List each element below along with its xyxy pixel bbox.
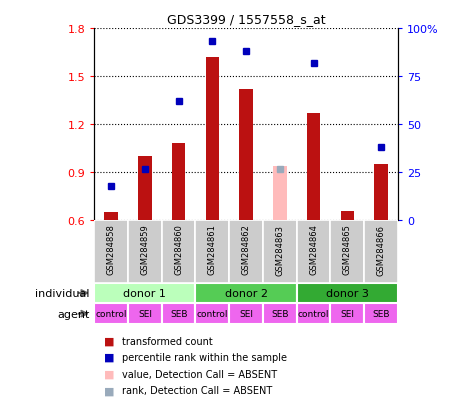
- Text: SEB: SEB: [270, 309, 288, 318]
- Bar: [195, 283, 296, 304]
- Text: ■: ■: [103, 336, 114, 346]
- Bar: [94, 221, 128, 283]
- Bar: [128, 221, 162, 283]
- Text: SEB: SEB: [169, 309, 187, 318]
- Text: GSM284866: GSM284866: [376, 224, 385, 275]
- Bar: [306, 114, 319, 221]
- Bar: [330, 304, 364, 324]
- Bar: [138, 157, 151, 221]
- Bar: [296, 221, 330, 283]
- Bar: [94, 304, 128, 324]
- Text: donor 2: donor 2: [224, 288, 267, 298]
- Bar: [340, 211, 353, 221]
- Bar: [162, 304, 195, 324]
- Text: control: control: [95, 309, 127, 318]
- Bar: [172, 144, 185, 221]
- Text: rank, Detection Call = ABSENT: rank, Detection Call = ABSENT: [122, 385, 272, 395]
- Bar: [128, 304, 162, 324]
- Bar: [195, 221, 229, 283]
- Title: GDS3399 / 1557558_s_at: GDS3399 / 1557558_s_at: [167, 13, 325, 26]
- Text: agent: agent: [57, 309, 90, 319]
- Text: GSM284865: GSM284865: [342, 224, 351, 275]
- Text: GSM284863: GSM284863: [275, 224, 284, 275]
- Text: SEB: SEB: [371, 309, 389, 318]
- Text: GSM284861: GSM284861: [207, 224, 216, 275]
- Text: SEI: SEI: [138, 309, 151, 318]
- Bar: [263, 304, 296, 324]
- Text: control: control: [196, 309, 228, 318]
- Bar: [94, 283, 195, 304]
- Text: SEI: SEI: [239, 309, 252, 318]
- Text: ■: ■: [103, 385, 114, 395]
- Bar: [263, 221, 296, 283]
- Bar: [330, 221, 364, 283]
- Bar: [374, 165, 387, 221]
- Bar: [273, 166, 286, 221]
- Text: ■: ■: [103, 369, 114, 379]
- Bar: [205, 58, 218, 221]
- Text: SEI: SEI: [340, 309, 353, 318]
- Bar: [364, 221, 397, 283]
- Text: GSM284859: GSM284859: [140, 224, 149, 275]
- Bar: [195, 304, 229, 324]
- Text: transformed count: transformed count: [122, 336, 212, 346]
- Bar: [104, 213, 118, 221]
- Bar: [229, 221, 263, 283]
- Text: GSM284858: GSM284858: [106, 224, 115, 275]
- Text: individual: individual: [35, 288, 90, 298]
- Bar: [239, 90, 252, 221]
- Bar: [229, 304, 263, 324]
- Text: control: control: [297, 309, 329, 318]
- Text: ■: ■: [103, 352, 114, 362]
- Text: donor 3: donor 3: [325, 288, 368, 298]
- Text: value, Detection Call = ABSENT: value, Detection Call = ABSENT: [122, 369, 276, 379]
- Bar: [296, 283, 397, 304]
- Text: donor 1: donor 1: [123, 288, 166, 298]
- Text: GSM284864: GSM284864: [308, 224, 317, 275]
- Bar: [296, 304, 330, 324]
- Text: percentile rank within the sample: percentile rank within the sample: [122, 352, 286, 362]
- Text: GSM284862: GSM284862: [241, 224, 250, 275]
- Text: GSM284860: GSM284860: [174, 224, 183, 275]
- Bar: [162, 221, 195, 283]
- Bar: [364, 304, 397, 324]
